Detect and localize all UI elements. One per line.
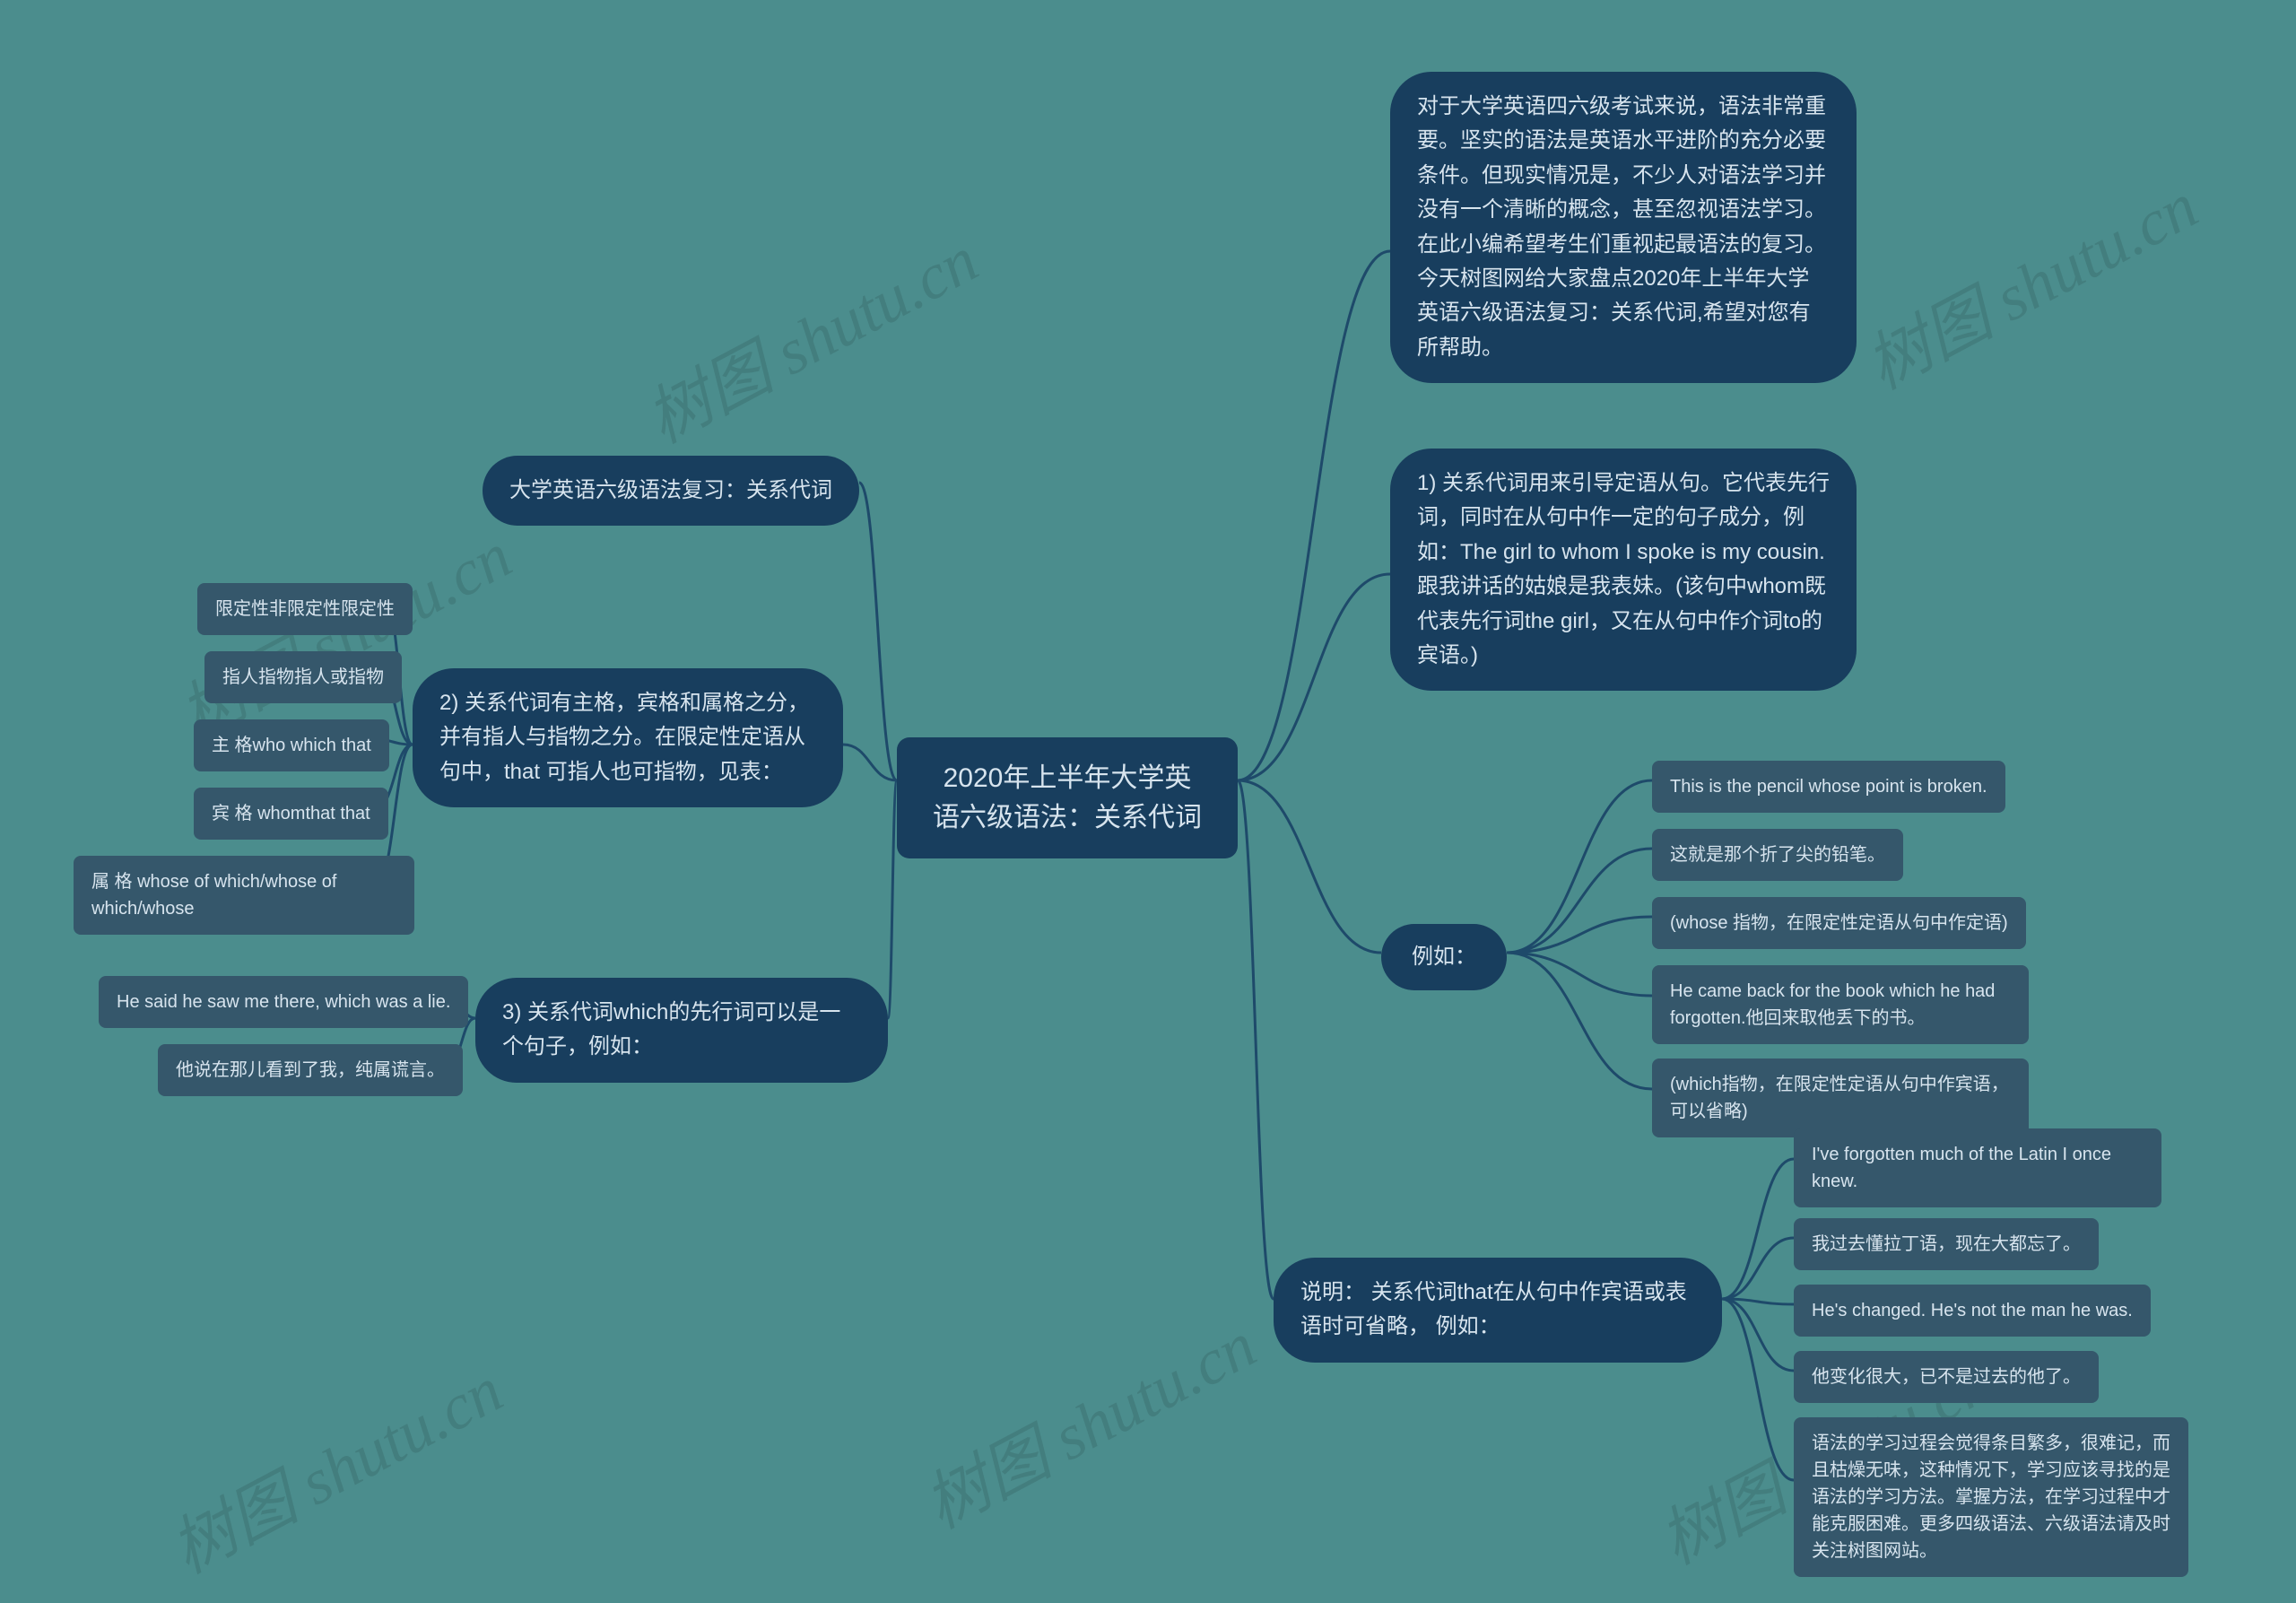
leaf-b5-4[interactable]: He came back for the book which he had f…	[1652, 965, 2029, 1044]
leaf-b4-5[interactable]: 属 格 whose of which/whose of which/whose	[74, 856, 414, 935]
leaf-b7-5[interactable]: 语法的学习过程会觉得条目繁多，很难记，而且枯燥无味，这种情况下，学习应该寻找的是…	[1794, 1417, 2188, 1577]
branch-explain[interactable]: 说明： 关系代词that在从句中作宾语或表语时可省略， 例如：	[1274, 1258, 1722, 1363]
leaf-b4-1[interactable]: 限定性非限定性限定性	[197, 583, 413, 635]
leaf-b4-2[interactable]: 指人指物指人或指物	[204, 651, 402, 703]
branch-examples[interactable]: 例如：	[1381, 924, 1507, 990]
leaf-b7-1[interactable]: I've forgotten much of the Latin I once …	[1794, 1128, 2161, 1207]
leaf-b6-2[interactable]: 他说在那儿看到了我，纯属谎言。	[158, 1044, 463, 1096]
branch-intro[interactable]: 对于大学英语四六级考试来说，语法非常重要。坚实的语法是英语水平进阶的充分必要条件…	[1390, 72, 1857, 383]
branch-review-title[interactable]: 大学英语六级语法复习：关系代词	[483, 456, 859, 526]
leaf-b7-3[interactable]: He's changed. He's not the man he was.	[1794, 1285, 2151, 1337]
leaf-b7-2[interactable]: 我过去懂拉丁语，现在大都忘了。	[1794, 1218, 2099, 1270]
leaf-b5-3[interactable]: (whose 指物，在限定性定语从句中作定语)	[1652, 897, 2026, 949]
leaf-b6-1[interactable]: He said he saw me there, which was a lie…	[99, 976, 468, 1028]
leaf-b5-5[interactable]: (which指物，在限定性定语从句中作宾语，可以省略)	[1652, 1059, 2029, 1137]
branch-point-3[interactable]: 3) 关系代词which的先行词可以是一个句子，例如：	[475, 978, 888, 1083]
root-node[interactable]: 2020年上半年大学英语六级语法：关系代词	[897, 737, 1238, 858]
branch-point-2[interactable]: 2) 关系代词有主格，宾格和属格之分，并有指人与指物之分。在限定性定语从句中，t…	[413, 668, 843, 807]
leaf-b4-4[interactable]: 宾 格 whomthat that	[194, 788, 388, 840]
leaf-b7-4[interactable]: 他变化很大，已不是过去的他了。	[1794, 1351, 2099, 1403]
leaf-b4-3[interactable]: 主 格who which that	[194, 719, 389, 771]
leaf-b5-1[interactable]: This is the pencil whose point is broken…	[1652, 761, 2005, 813]
branch-point-1[interactable]: 1) 关系代词用来引导定语从句。它代表先行词，同时在从句中作一定的句子成分，例如…	[1390, 449, 1857, 691]
leaf-b5-2[interactable]: 这就是那个折了尖的铅笔。	[1652, 829, 1903, 881]
